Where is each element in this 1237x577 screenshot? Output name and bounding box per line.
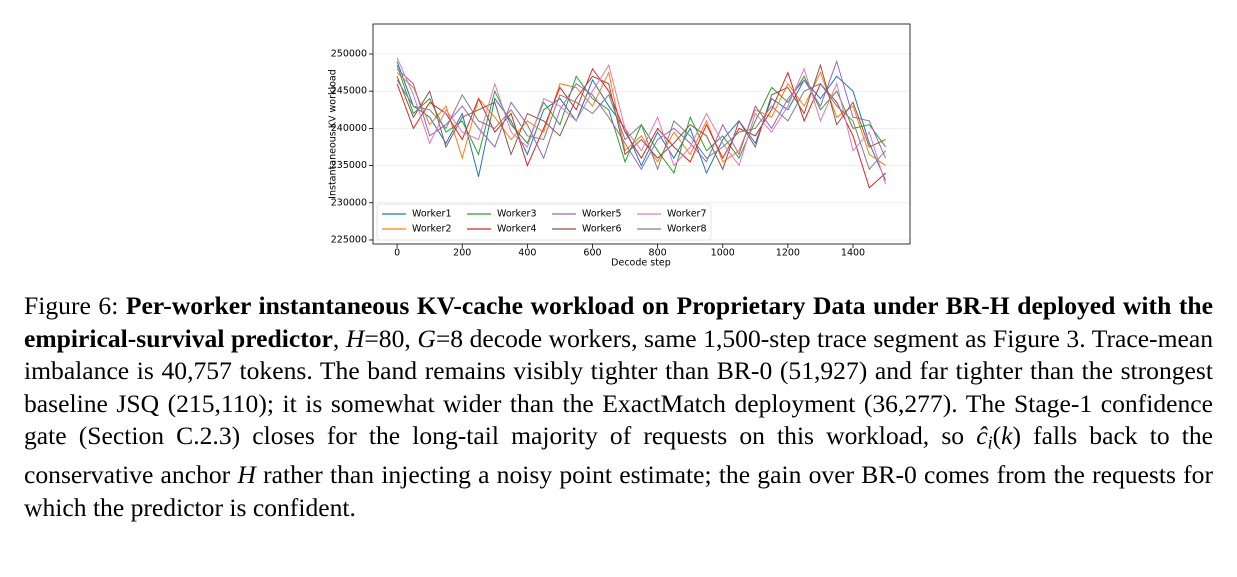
caption-text: Per-worker instantaneous KV-cache worklo… [24, 291, 1213, 353]
x-tick-label: 400 [518, 248, 536, 259]
legend-label: Worker5 [582, 209, 622, 220]
legend-label: Worker1 [412, 209, 452, 220]
figure-caption: Figure 6: Per-worker instantaneous KV-ca… [24, 290, 1213, 525]
x-tick-label: 1000 [711, 248, 735, 259]
x-tick-label: 600 [583, 248, 601, 259]
x-tick-label: 0 [394, 248, 400, 259]
series-line [396, 79, 886, 171]
caption-text: ( [992, 421, 1002, 451]
x-tick-label: 800 [649, 248, 667, 259]
y-tick-label: 225000 [331, 234, 367, 245]
series-line [396, 57, 887, 185]
caption-text: ĉ [976, 421, 988, 451]
caption-text: k [1001, 421, 1013, 451]
caption-text: =8 decode workers, same 1,500-step trace… [24, 323, 1213, 451]
legend-label: Worker7 [667, 209, 707, 220]
caption-text: H [345, 323, 365, 353]
legend-label: Worker3 [497, 209, 537, 220]
x-tick-label: 200 [453, 248, 471, 259]
legend-label: Worker8 [667, 224, 707, 235]
legend-label: Worker2 [412, 224, 452, 235]
y-tick-label: 230000 [331, 197, 367, 208]
y-tick-label: 240000 [331, 123, 367, 134]
caption-text: rather than injecting a noisy point esti… [24, 460, 1213, 523]
series-line [396, 61, 887, 181]
y-tick-label: 235000 [331, 160, 367, 171]
y-axis-label: Instantaneous KV workload [328, 69, 339, 199]
y-tick-label: 245000 [331, 86, 367, 97]
series-line [396, 63, 886, 171]
caption-text: =80, [364, 323, 418, 353]
caption-text: Figure 6: [24, 291, 126, 320]
caption-text: H [237, 460, 256, 490]
plot-frame [372, 23, 911, 245]
caption-text: G [417, 323, 436, 353]
x-tick-label: 1400 [841, 248, 865, 259]
legend-label: Worker4 [497, 224, 537, 235]
y-tick-label: 250000 [331, 48, 367, 59]
chart: Instantaneous KV workload Decode step 22… [328, 23, 911, 269]
series-line [396, 59, 887, 171]
legend-label: Worker6 [582, 224, 622, 235]
x-tick-label: 1200 [776, 248, 800, 259]
caption-text: ) falls back to the conservative anchor [24, 421, 1214, 490]
caption-text: i [987, 432, 993, 453]
caption-text: , [332, 323, 346, 353]
series-line [396, 67, 886, 189]
legend-box [376, 203, 712, 241]
x-axis-label: Decode step [611, 258, 671, 269]
